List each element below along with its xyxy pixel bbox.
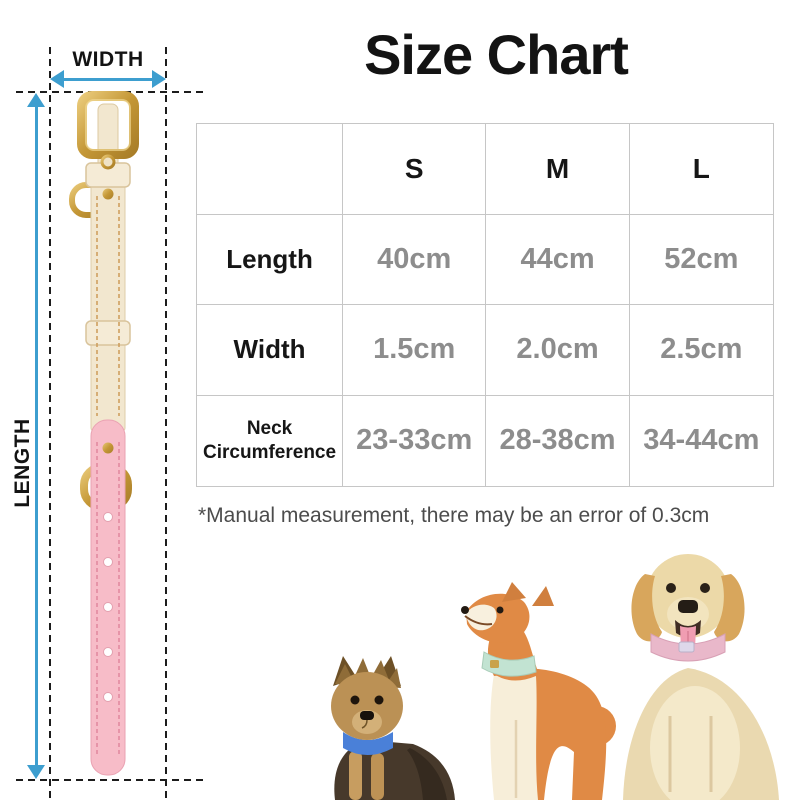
size-column-header-l: L <box>629 124 773 215</box>
yorkie-eye <box>374 695 384 705</box>
table-corner-cell <box>197 124 344 215</box>
golden-eye <box>666 583 676 593</box>
size-value-cell: 28-38cm <box>486 395 630 486</box>
golden-collar-buckle <box>678 641 695 653</box>
strap-hole <box>103 512 113 522</box>
collar-cream-strap <box>90 169 126 433</box>
shiba-mint-collar <box>481 651 537 677</box>
yorkie-head <box>331 672 403 740</box>
row-label-width: Width <box>197 305 344 396</box>
shiba-eye <box>496 606 504 614</box>
strap-hole <box>103 602 113 612</box>
width-dimension-label: WIDTH <box>72 48 144 71</box>
yorkie-blue-collar <box>343 732 393 755</box>
row-label-neck-circumference: Neck Circumference <box>197 395 344 486</box>
collar-pink-strap <box>90 419 126 776</box>
size-value-cell: 1.5cm <box>343 305 487 396</box>
dashed-guide-line-left <box>49 47 51 800</box>
golden-eye <box>700 583 710 593</box>
shiba-collar-buckle <box>490 660 499 668</box>
strap-hole <box>103 647 113 657</box>
shiba-mouth <box>464 615 493 626</box>
yorkie-mouth <box>361 719 368 729</box>
golden-ear <box>714 574 745 642</box>
size-value-cell: 44cm <box>486 214 630 305</box>
shiba-inu-photo <box>461 582 616 800</box>
arrow-right-icon <box>152 70 166 88</box>
gold-stud <box>102 188 114 200</box>
page-title: Size Chart <box>364 23 629 86</box>
strap-hole <box>103 692 113 702</box>
golden-chest <box>650 686 740 800</box>
golden-nose <box>678 600 698 613</box>
shiba-chest <box>490 674 538 800</box>
shiba-nose <box>461 606 469 614</box>
golden-head <box>646 554 730 638</box>
yorkshire-terrier-photo <box>331 656 455 800</box>
yorkie-leg <box>371 753 384 800</box>
row-label-length: Length <box>197 214 344 305</box>
yorkie-leg <box>349 751 362 800</box>
size-value-cell: 2.0cm <box>486 305 630 396</box>
collar-product-photo <box>69 91 139 776</box>
shiba-ear <box>532 586 554 606</box>
dashed-guide-line-bottom <box>16 779 208 781</box>
strap-hole-gold <box>100 154 116 170</box>
arrow-up-icon <box>27 93 45 107</box>
size-column-header-s: S <box>343 124 487 215</box>
arrow-left-icon <box>50 70 64 88</box>
arrow-down-icon <box>27 765 45 779</box>
dashed-guide-line-right <box>165 47 167 800</box>
golden-retriever-photo <box>623 554 779 800</box>
width-dimension-arrow <box>63 78 153 81</box>
size-value-cell: 2.5cm <box>629 305 773 396</box>
yorkie-eye <box>350 695 360 705</box>
size-table: S M L Length 40cm 44cm 52cm Width 1.5cm … <box>196 123 774 487</box>
length-dimension-arrow <box>35 105 38 767</box>
golden-ear <box>631 574 662 642</box>
size-value-cell: 34-44cm <box>643 424 760 457</box>
size-value-cell: 23-33cm <box>343 395 487 486</box>
strap-hole <box>103 557 113 567</box>
measurement-note: *Manual measurement, there may be an err… <box>198 504 710 527</box>
size-column-header-m: M <box>486 124 630 215</box>
yorkie-body-shadow <box>407 748 447 800</box>
shiba-ear <box>502 582 526 602</box>
yorkie-nose <box>360 711 374 720</box>
collar-keeper-middle <box>85 320 131 346</box>
length-dimension-label: LENGTH <box>11 418 34 508</box>
size-value-cell: 40cm <box>343 214 487 305</box>
gold-stud <box>102 442 114 454</box>
size-value-cell: 52cm <box>629 215 773 305</box>
